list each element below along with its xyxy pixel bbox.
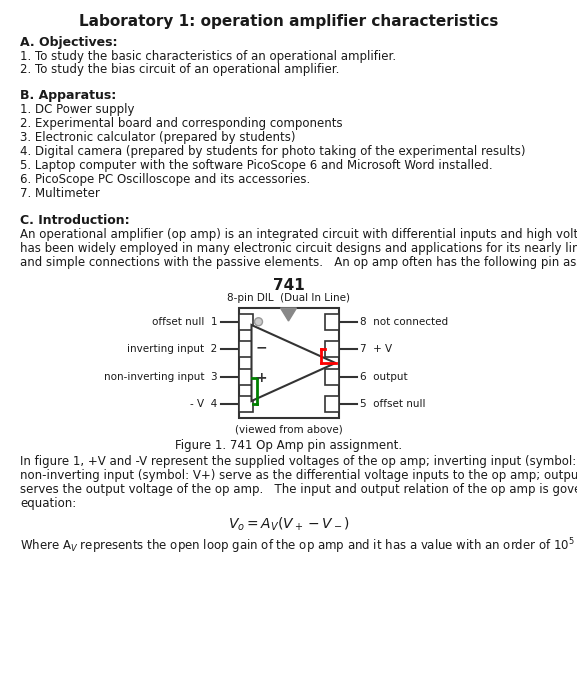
Text: 3. Electronic calculator (prepared by students): 3. Electronic calculator (prepared by st… — [20, 131, 295, 144]
Text: 6. PicoScope PC Oscilloscope and its accessories.: 6. PicoScope PC Oscilloscope and its acc… — [20, 173, 310, 186]
Bar — [238, 314, 253, 330]
Text: non-inverting input (symbol: V+) serve as the differential voltage inputs to the: non-inverting input (symbol: V+) serve a… — [20, 469, 577, 482]
Text: +: + — [256, 371, 267, 385]
Text: (viewed from above): (viewed from above) — [235, 425, 342, 435]
Text: B. Apparatus:: B. Apparatus: — [20, 89, 116, 102]
Text: serves the output voltage of the op amp.   The input and output relation of the : serves the output voltage of the op amp.… — [20, 483, 577, 496]
Polygon shape — [252, 325, 335, 401]
Text: 7  + V: 7 + V — [359, 344, 392, 354]
Text: 5  offset null: 5 offset null — [359, 399, 425, 409]
Text: A. Objectives:: A. Objectives: — [20, 36, 118, 49]
Text: has been widely employed in many electronic circuit designs and applications for: has been widely employed in many electro… — [20, 242, 577, 255]
Text: non-inverting input  3: non-inverting input 3 — [104, 372, 218, 382]
Text: Figure 1. 741 Op Amp pin assignment.: Figure 1. 741 Op Amp pin assignment. — [175, 439, 402, 452]
Text: Where A$_V$ represents the open loop gain of the op amp and it has a value with : Where A$_V$ represents the open loop gai… — [20, 536, 577, 556]
Text: C. Introduction:: C. Introduction: — [20, 214, 130, 227]
Text: 8  not connected: 8 not connected — [359, 316, 448, 327]
Text: Laboratory 1: operation amplifier characteristics: Laboratory 1: operation amplifier charac… — [79, 14, 498, 29]
Text: 8-pin DIL  (Dual In Line): 8-pin DIL (Dual In Line) — [227, 293, 350, 303]
Bar — [238, 396, 253, 412]
Text: $V_o = A_V(V_+ - V_-)$: $V_o = A_V(V_+ - V_-)$ — [228, 516, 349, 533]
Text: −: − — [256, 340, 267, 354]
Bar — [238, 342, 253, 357]
Text: 5. Laptop computer with the software PicoScope 6 and Microsoft Word installed.: 5. Laptop computer with the software Pic… — [20, 159, 493, 172]
Text: and simple connections with the passive elements.   An op amp often has the foll: and simple connections with the passive … — [20, 256, 577, 269]
Text: 7. Multimeter: 7. Multimeter — [20, 187, 100, 200]
Text: 4. Digital camera (prepared by students for photo taking of the experimental res: 4. Digital camera (prepared by students … — [20, 145, 526, 158]
Bar — [324, 342, 339, 357]
Text: offset null  1: offset null 1 — [152, 316, 218, 327]
Text: 1. DC Power supply: 1. DC Power supply — [20, 103, 134, 116]
Text: 6  output: 6 output — [359, 372, 407, 382]
Text: 2. To study the bias circuit of an operational amplifier.: 2. To study the bias circuit of an opera… — [20, 63, 339, 76]
Text: equation:: equation: — [20, 497, 76, 510]
Text: - V  4: - V 4 — [190, 399, 218, 409]
Bar — [238, 308, 339, 418]
Text: An operational amplifier (op amp) is an integrated circuit with differential inp: An operational amplifier (op amp) is an … — [20, 228, 577, 241]
Text: inverting input  2: inverting input 2 — [128, 344, 218, 354]
Text: 2. Experimental board and corresponding components: 2. Experimental board and corresponding … — [20, 117, 343, 130]
Bar — [324, 396, 339, 412]
Circle shape — [254, 318, 263, 326]
Text: 1. To study the basic characteristics of an operational amplifier.: 1. To study the basic characteristics of… — [20, 50, 396, 63]
Polygon shape — [280, 308, 297, 321]
Text: In figure 1, +V and -V represent the supplied voltages of the op amp; inverting : In figure 1, +V and -V represent the sup… — [20, 455, 577, 468]
Bar — [238, 369, 253, 385]
Bar — [324, 369, 339, 385]
Text: 741: 741 — [272, 278, 305, 293]
Bar — [324, 314, 339, 330]
